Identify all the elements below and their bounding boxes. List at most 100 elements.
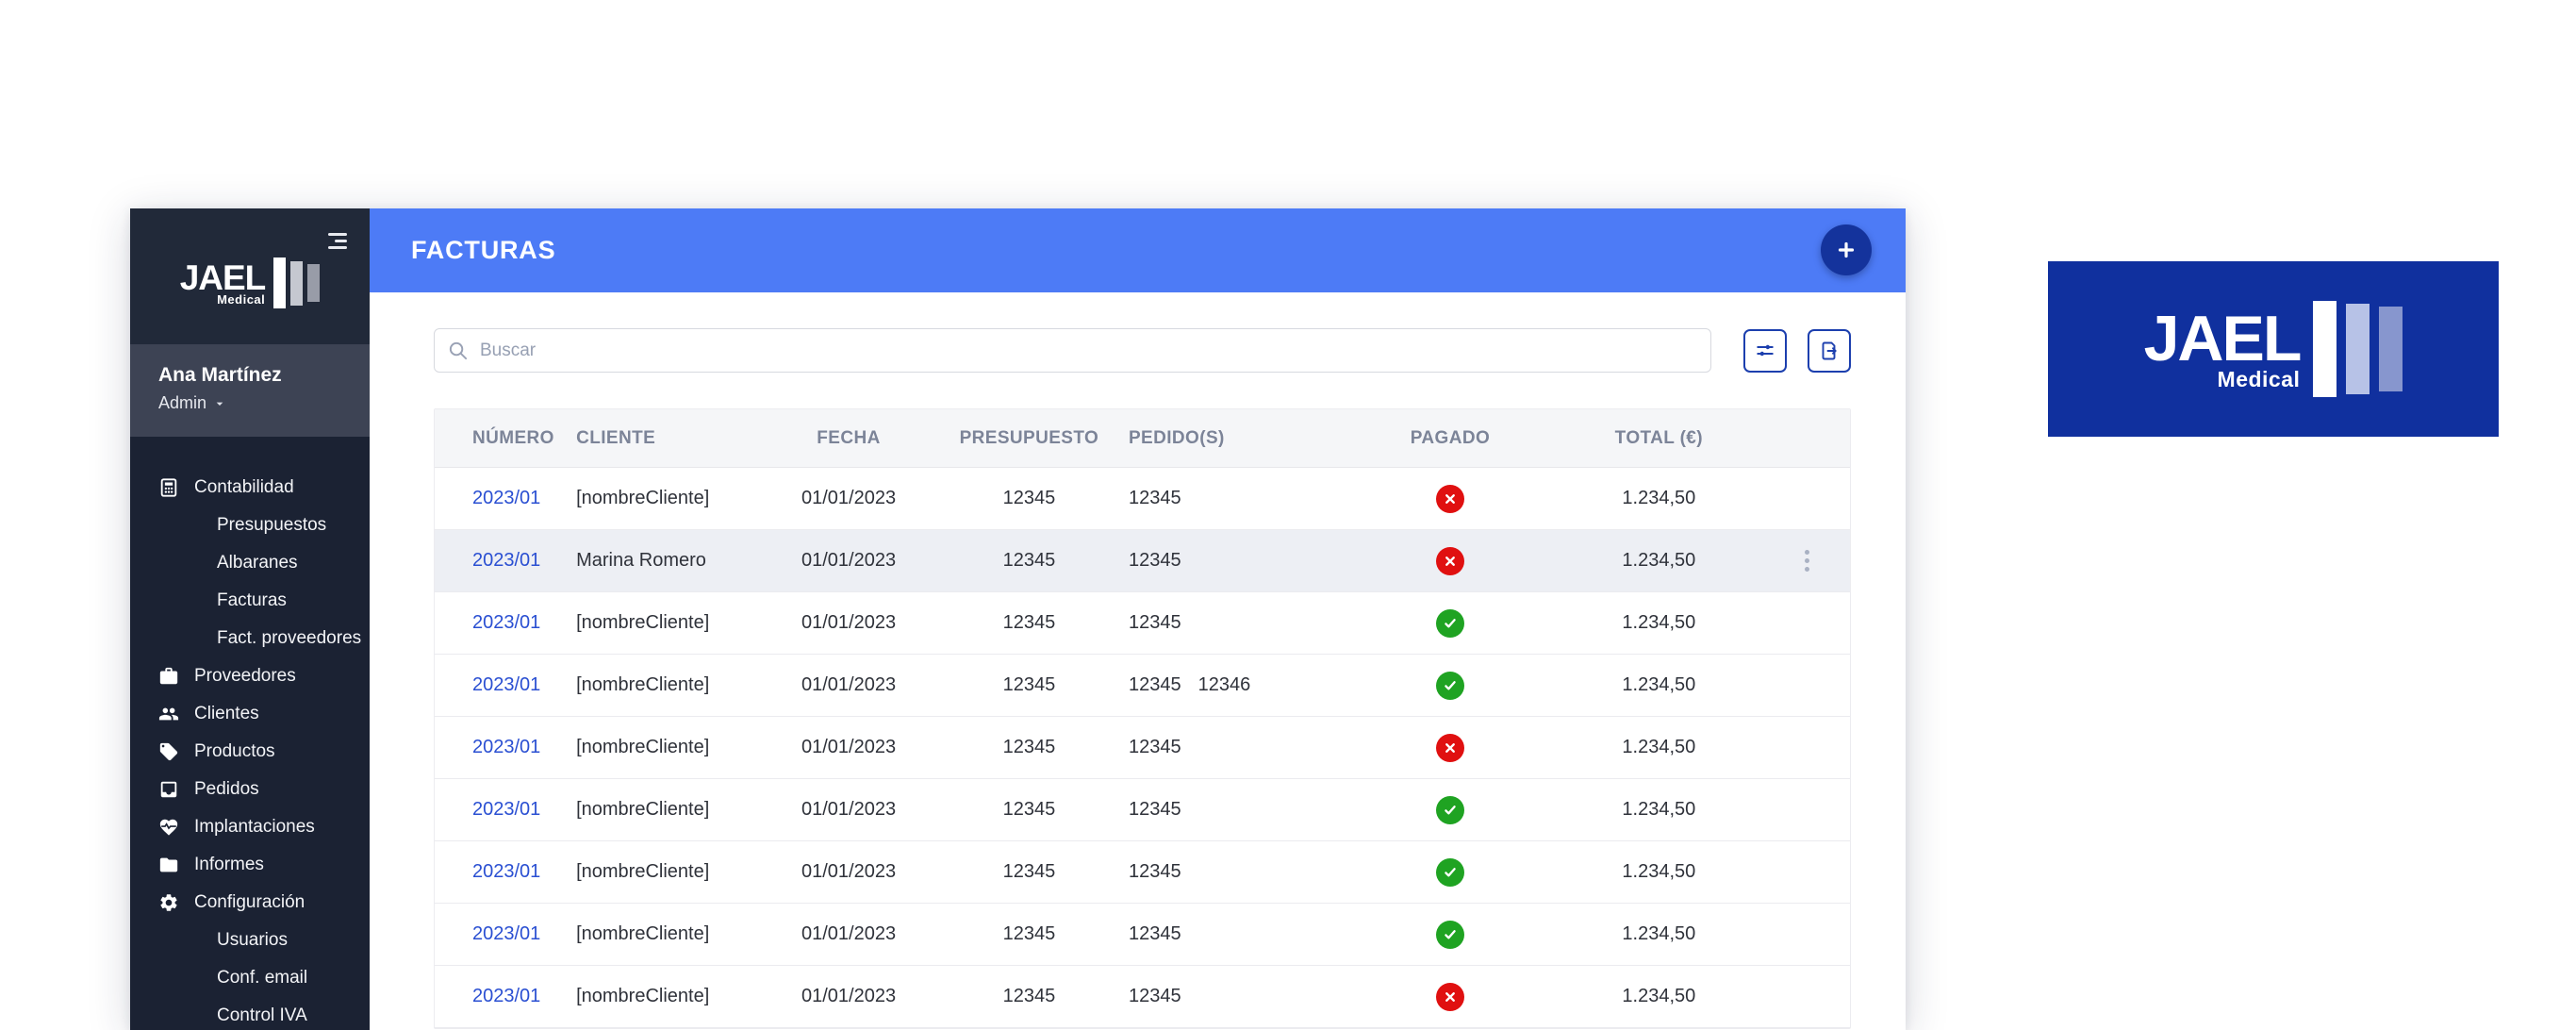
invoice-number-link[interactable]: 2023/01 — [472, 923, 541, 944]
date-cell: 01/01/2023 — [801, 799, 897, 820]
invoice-number-link[interactable]: 2023/01 — [472, 488, 541, 508]
user-menu[interactable]: Ana Martínez Admin — [130, 344, 370, 437]
column-header-numero: NÚMERO — [472, 427, 554, 448]
paid-status-cell — [1347, 857, 1553, 887]
sidebar-item-label: Implantaciones — [194, 817, 315, 837]
table-header-row: NÚMERO CLIENTE FECHA PRESUPUESTO PEDIDO(S) PA… — [435, 409, 1850, 468]
main-panel: FACTURAS NÚMERO CLIENTE FECHA PRESUPUESTO — [370, 208, 1906, 1030]
paid-status-cell — [1347, 795, 1553, 824]
invoice-number-link[interactable]: 2023/01 — [472, 674, 541, 695]
budget-cell: 12345 — [1002, 861, 1056, 882]
order-number: 12345 — [1128, 612, 1181, 633]
sidebar-subitem-albaranes[interactable]: Albaranes — [130, 544, 370, 582]
sidebar-item-label: Configuración — [194, 892, 305, 912]
orders-cell: 12345 — [1121, 737, 1347, 758]
invoice-row[interactable]: 2023/01 [nombreCliente] 01/01/2023 12345 123… — [435, 717, 1850, 779]
invoice-row[interactable]: 2023/01 [nombreCliente] 01/01/2023 12345 123… — [435, 468, 1850, 530]
invoice-number-link[interactable]: 2023/01 — [472, 799, 541, 820]
date-cell: 01/01/2023 — [801, 923, 897, 944]
sidebar-item-proveedores[interactable]: Proveedores — [130, 657, 370, 695]
date-cell: 01/01/2023 — [801, 612, 897, 633]
sidebar-item-label: Proveedores — [194, 666, 296, 686]
inbox-icon — [158, 779, 179, 800]
sidebar-item-configuracion[interactable]: Configuración — [130, 884, 370, 922]
invoice-number-link[interactable]: 2023/01 — [472, 612, 541, 633]
calculator-icon — [158, 477, 179, 498]
sidebar-subitem-usuarios[interactable]: Usuarios — [130, 922, 370, 959]
orders-cell: 12345 — [1121, 861, 1347, 883]
heart-pulse-icon — [158, 817, 179, 838]
content-area: NÚMERO CLIENTE FECHA PRESUPUESTO PEDIDO(S) PA… — [370, 292, 1906, 1029]
paid-check-icon — [1435, 920, 1464, 949]
invoice-row[interactable]: 2023/01 [nombreCliente] 01/01/2023 12345 123… — [435, 592, 1850, 655]
search-input[interactable] — [434, 328, 1711, 373]
sidebar-item-label: Clientes — [194, 704, 259, 723]
sidebar-subitem-facturas[interactable]: Facturas — [130, 582, 370, 620]
unpaid-x-icon — [1435, 546, 1464, 575]
unpaid-x-icon — [1435, 733, 1464, 762]
sidebar-item-informes[interactable]: Informes — [130, 846, 370, 884]
date-cell: 01/01/2023 — [801, 488, 897, 508]
brand-card-tagline: Medical — [2217, 366, 2301, 391]
client-cell: [nombreCliente] — [576, 861, 710, 882]
client-cell: [nombreCliente] — [576, 737, 710, 757]
export-document-icon — [1822, 341, 1837, 359]
sidebar-subitem-conf-email[interactable]: Conf. email — [130, 959, 370, 997]
total-cell: 1.234,50 — [1622, 923, 1696, 944]
total-cell: 1.234,50 — [1622, 799, 1696, 820]
invoice-row[interactable]: 2023/01 [nombreCliente] 01/01/2023 12345 123… — [435, 841, 1850, 904]
sidebar-item-contabilidad[interactable]: Contabilidad — [130, 469, 370, 507]
sidebar-subitem-fact-proveedores[interactable]: Fact. proveedores — [130, 620, 370, 657]
paid-status-cell — [1347, 671, 1553, 700]
paid-check-icon — [1435, 857, 1464, 887]
total-cell: 1.234,50 — [1622, 737, 1696, 757]
budget-cell: 12345 — [1002, 550, 1056, 571]
filter-sliders-icon — [1757, 344, 1774, 356]
invoice-row[interactable]: 2023/01 [nombreCliente] 01/01/2023 12345 123… — [435, 904, 1850, 966]
paid-status-cell — [1347, 920, 1553, 949]
row-menu-kebab-icon[interactable] — [1799, 544, 1815, 577]
invoice-number-link[interactable]: 2023/01 — [472, 861, 541, 882]
invoice-row[interactable]: 2023/01 [nombreCliente] 01/01/2023 12345 123… — [435, 779, 1850, 841]
invoice-row[interactable]: 2023/01 Marina Romero 01/01/2023 12345 12345… — [435, 530, 1850, 592]
paid-status-cell — [1347, 546, 1553, 575]
budget-cell: 12345 — [1002, 923, 1056, 944]
menu-toggle-icon[interactable] — [326, 233, 347, 249]
budget-cell: 12345 — [1002, 612, 1056, 633]
sidebar-subitem-control-iva[interactable]: Control IVA — [130, 997, 370, 1030]
order-number: 12345 — [1128, 488, 1181, 508]
sidebar-item-label: Contabilidad — [194, 477, 294, 497]
paid-check-icon — [1435, 671, 1464, 700]
export-button[interactable] — [1808, 328, 1851, 373]
order-number: 12345 — [1128, 986, 1181, 1006]
brand-card-name: JAEL — [2143, 302, 2303, 374]
invoice-number-link[interactable]: 2023/01 — [472, 550, 541, 571]
paid-status-cell — [1347, 982, 1553, 1011]
invoice-number-link[interactable]: 2023/01 — [472, 737, 541, 757]
sidebar-item-clientes[interactable]: Clientes — [130, 695, 370, 733]
client-cell: [nombreCliente] — [576, 923, 710, 944]
sidebar-subitem-presupuestos[interactable]: Presupuestos — [130, 507, 370, 544]
sidebar-item-pedidos[interactable]: Pedidos — [130, 771, 370, 808]
budget-cell: 12345 — [1002, 674, 1056, 695]
filter-button[interactable] — [1743, 328, 1787, 373]
column-header-fecha: FECHA — [817, 427, 881, 448]
sidebar-item-implantaciones[interactable]: Implantaciones — [130, 808, 370, 846]
sidebar-item-label: Productos — [194, 741, 275, 761]
add-invoice-button[interactable] — [1821, 224, 1872, 275]
orders-cell: 12345 — [1121, 799, 1347, 821]
client-cell: [nombreCliente] — [576, 612, 710, 633]
table-body: 2023/01 [nombreCliente] 01/01/2023 12345 123… — [435, 468, 1850, 1028]
column-header-pagado: PAGADO — [1410, 427, 1491, 448]
unpaid-x-icon — [1435, 982, 1464, 1011]
invoice-row[interactable]: 2023/01 [nombreCliente] 01/01/2023 12345 123… — [435, 655, 1850, 717]
paid-check-icon — [1435, 608, 1464, 638]
sidebar-item-productos[interactable]: Productos — [130, 733, 370, 771]
invoice-row[interactable]: 2023/01 [nombreCliente] 01/01/2023 12345 123… — [435, 966, 1850, 1028]
chevron-down-icon — [216, 402, 223, 406]
budget-cell: 12345 — [1002, 986, 1056, 1006]
invoice-number-link[interactable]: 2023/01 — [472, 986, 541, 1006]
column-header-cliente: CLIENTE — [576, 427, 656, 448]
orders-cell: 12345 — [1121, 986, 1347, 1007]
sidebar-logo: JAEL Medical — [130, 208, 370, 344]
